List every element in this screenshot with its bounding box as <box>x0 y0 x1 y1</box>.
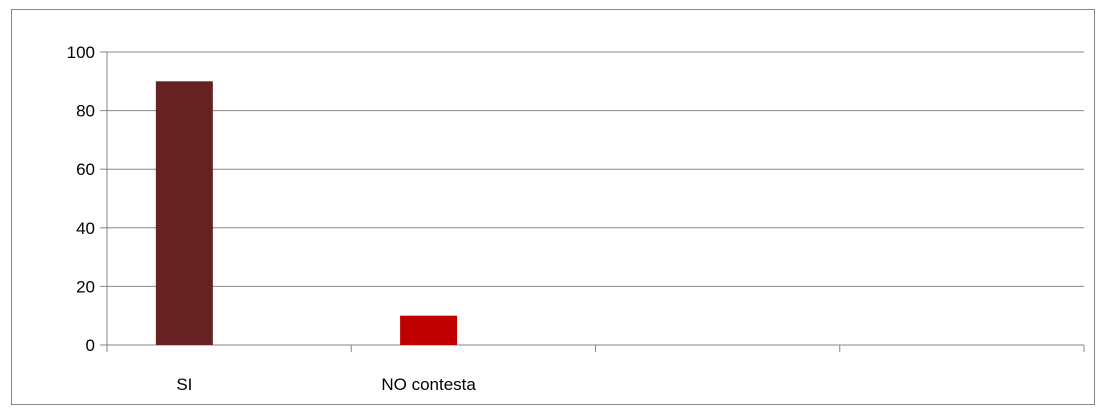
y-tick-label: 80 <box>76 102 95 121</box>
bar-no-contesta <box>400 315 458 345</box>
y-tick-label: 0 <box>86 336 95 355</box>
bar-si <box>155 81 213 346</box>
y-tick-label: 20 <box>76 277 95 296</box>
y-tick-label: 60 <box>76 160 95 179</box>
y-tick-labels: 0 20 40 60 80 100 <box>67 43 95 355</box>
gridlines <box>107 51 1084 287</box>
axes <box>100 51 1085 352</box>
x-category-label: NO contesta <box>381 375 476 394</box>
x-category-labels: SI NO contesta <box>176 375 476 394</box>
x-category-label: SI <box>176 375 192 394</box>
y-tick-label: 100 <box>67 43 95 62</box>
bars <box>155 81 458 346</box>
y-tick-label: 40 <box>76 219 95 238</box>
